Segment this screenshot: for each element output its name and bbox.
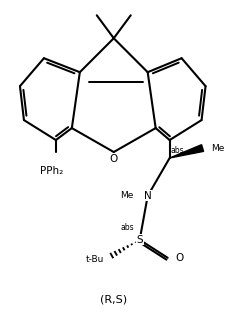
Text: abs: abs bbox=[120, 224, 134, 232]
Polygon shape bbox=[169, 145, 203, 158]
Text: abs: abs bbox=[170, 146, 184, 154]
Text: Me: Me bbox=[120, 192, 133, 201]
Text: Me: Me bbox=[211, 143, 224, 152]
Text: (R,S): (R,S) bbox=[100, 295, 127, 305]
Text: N: N bbox=[143, 191, 151, 201]
Text: O: O bbox=[175, 253, 183, 263]
Text: PPh₂: PPh₂ bbox=[40, 166, 63, 176]
Text: t-Bu: t-Bu bbox=[85, 255, 103, 264]
Text: S: S bbox=[136, 235, 142, 245]
Text: O: O bbox=[109, 154, 117, 164]
